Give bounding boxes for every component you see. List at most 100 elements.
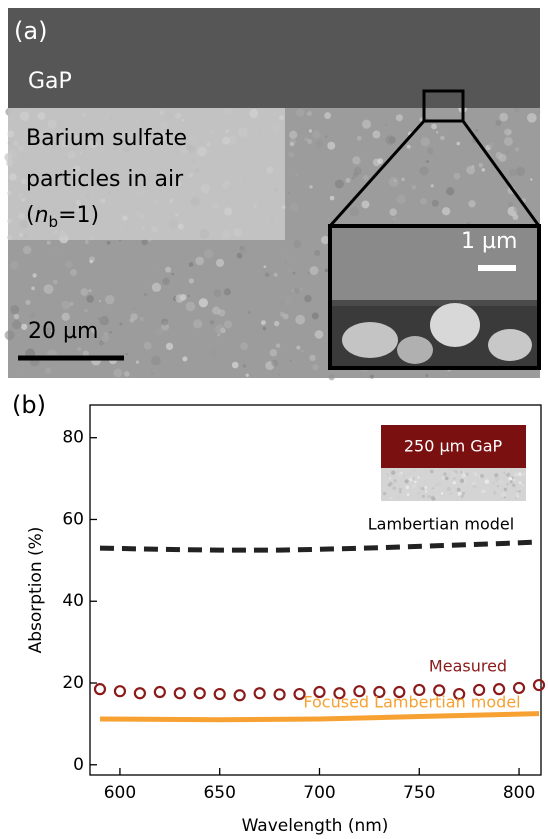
grain: [437, 122, 441, 126]
grain: [401, 178, 404, 181]
scale-label: 1 µm: [461, 229, 517, 254]
grain: [427, 495, 430, 498]
y-tick-label: 20: [62, 673, 84, 693]
grain: [432, 487, 434, 489]
x-tick-label: 700: [303, 783, 335, 803]
grain: [519, 490, 521, 492]
grain: [538, 111, 540, 113]
grain: [488, 142, 494, 148]
grain: [289, 131, 297, 139]
grain: [504, 488, 507, 491]
medium-label: particles in air: [26, 167, 184, 192]
grain: [54, 246, 58, 250]
grain: [144, 342, 152, 350]
grain: [432, 200, 439, 207]
grain: [495, 120, 501, 126]
grain: [457, 488, 461, 492]
grain: [335, 180, 344, 189]
grain: [370, 374, 374, 378]
grain: [471, 470, 473, 472]
series-line: [100, 714, 539, 720]
grain: [407, 145, 411, 149]
x-axis-label: Wavelength (nm): [242, 816, 389, 836]
grain: [391, 470, 395, 474]
grain: [499, 113, 508, 122]
grain: [420, 198, 427, 205]
grain: [175, 294, 184, 303]
grain: [441, 483, 445, 487]
data-point: [95, 684, 105, 694]
grain: [508, 202, 513, 207]
y-axis-label: Absorption (%): [26, 527, 46, 654]
grain: [47, 241, 51, 245]
grain: [151, 356, 161, 366]
particle: [397, 336, 433, 364]
grain: [288, 268, 292, 272]
grain: [99, 300, 101, 302]
y-tick-label: 0: [73, 755, 84, 775]
grain: [274, 273, 278, 277]
grain: [17, 367, 22, 372]
grain: [422, 495, 425, 498]
grain: [316, 140, 324, 148]
grain: [453, 477, 455, 479]
grain: [295, 315, 305, 325]
grain: [304, 295, 312, 303]
grain: [88, 289, 91, 292]
grain: [144, 293, 147, 296]
grain: [507, 484, 509, 486]
grain: [436, 494, 440, 498]
grain: [312, 312, 319, 319]
grain: [346, 178, 351, 183]
grain: [522, 481, 526, 485]
text: b: [49, 213, 59, 231]
grain: [210, 349, 218, 357]
grain: [166, 343, 173, 350]
grain: [77, 347, 81, 351]
grain: [107, 241, 111, 245]
particle: [342, 322, 398, 358]
grain: [496, 482, 498, 484]
medium-label: Barium sulfate: [26, 126, 187, 151]
grain: [186, 302, 196, 312]
grain: [514, 205, 522, 213]
grain: [289, 360, 291, 362]
grain: [294, 287, 300, 293]
grain: [506, 472, 508, 474]
grain: [512, 484, 515, 487]
grain: [419, 487, 422, 490]
grain: [162, 277, 170, 285]
grain: [350, 207, 359, 216]
particle: [430, 303, 480, 347]
grain: [274, 321, 279, 326]
grain: [453, 173, 460, 180]
grain: [290, 142, 294, 146]
grain: [393, 479, 396, 482]
grain: [85, 240, 89, 244]
grain: [278, 374, 280, 376]
data-point: [175, 688, 185, 698]
x-tick-label: 800: [503, 783, 535, 803]
grain: [372, 131, 380, 139]
grain: [460, 470, 463, 473]
grain: [309, 266, 318, 275]
grain: [172, 273, 175, 276]
grain: [426, 160, 429, 163]
grain: [412, 477, 414, 479]
grain: [515, 147, 519, 151]
grain: [309, 129, 312, 132]
grain: [264, 265, 267, 268]
grain: [496, 152, 503, 159]
grain: [482, 168, 485, 171]
data-point: [215, 689, 225, 699]
grain: [494, 473, 498, 477]
grain: [462, 492, 465, 495]
text: n: [35, 203, 49, 228]
grain: [495, 477, 499, 481]
grain: [263, 327, 267, 331]
grain: [417, 476, 419, 478]
grain: [363, 175, 369, 181]
grain: [392, 486, 396, 490]
text: (: [26, 203, 35, 228]
grain: [514, 472, 518, 476]
